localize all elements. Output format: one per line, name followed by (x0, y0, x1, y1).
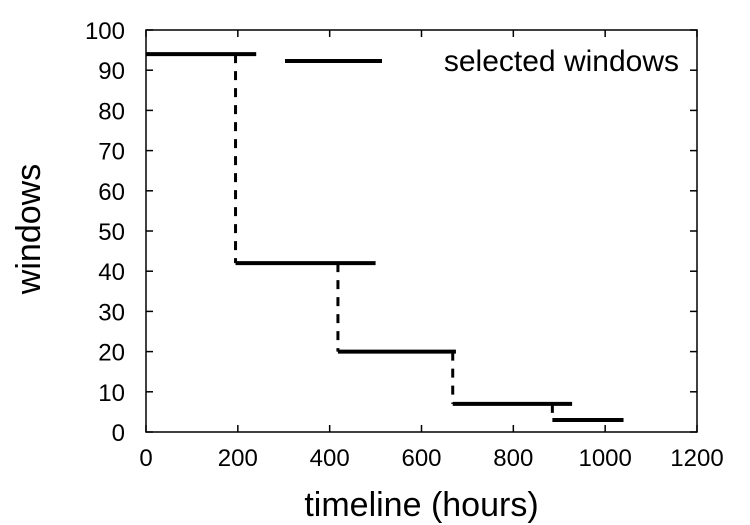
y-tick-label: 70 (98, 139, 125, 166)
y-tick-label: 20 (98, 340, 125, 367)
y-tick-label: 50 (98, 219, 125, 246)
y-axis-ticks: 0 10 20 30 40 50 60 70 80 90 100 (85, 18, 697, 447)
plot-area-border (145, 29, 698, 433)
x-tick-label: 1000 (578, 445, 631, 472)
x-tick-label: 400 (310, 445, 350, 472)
y-tick-label: 100 (85, 18, 125, 45)
plot-frame (145, 29, 698, 433)
y-tick-label: 80 (98, 98, 125, 125)
y-tick-label: 0 (112, 420, 125, 447)
y-tick-label: 90 (98, 58, 125, 85)
x-tick-label: 0 (139, 445, 152, 472)
x-tick-label: 600 (401, 445, 441, 472)
y-tick-label: 60 (98, 179, 125, 206)
x-tick-label: 800 (493, 445, 533, 472)
legend-label: selected windows (444, 45, 679, 78)
x-tick-label: 200 (218, 445, 258, 472)
series-selected-windows (146, 52, 624, 422)
y-tick-label: 40 (98, 259, 125, 286)
x-axis-title: timeline (hours) (304, 486, 538, 524)
y-tick-label: 10 (98, 380, 125, 407)
legend: selected windows (285, 45, 679, 78)
x-tick-label: 1200 (670, 445, 723, 472)
y-tick-label: 30 (98, 299, 125, 326)
y-axis-title: windows (10, 164, 48, 295)
x-axis-ticks: 0 200 400 600 800 1000 1200 (139, 30, 724, 472)
